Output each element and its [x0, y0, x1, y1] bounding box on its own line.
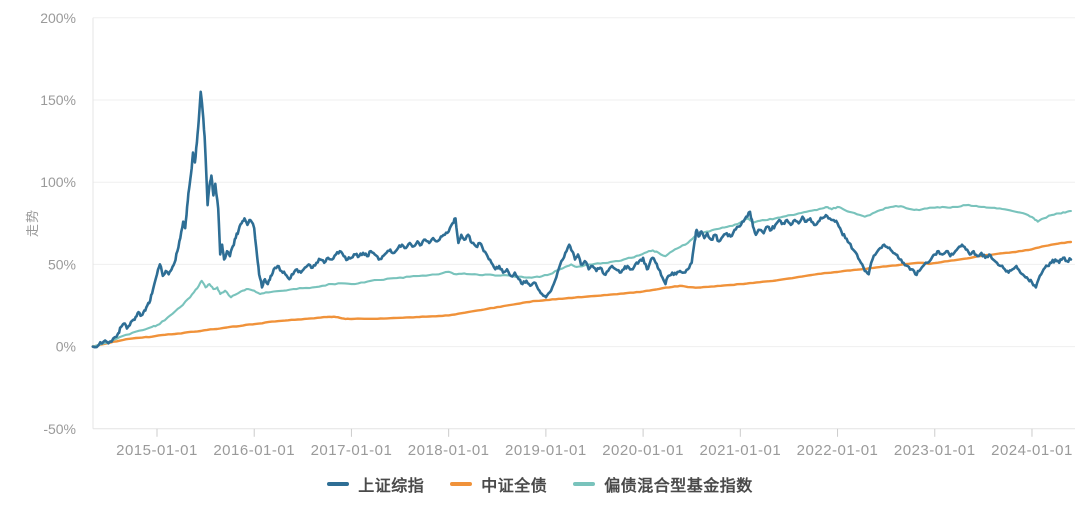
y-tick-label: 100% [40, 174, 76, 190]
x-tick-label: 2015-01-01 [116, 442, 198, 459]
legend-label-csi-all-bond: 中证全债 [481, 478, 548, 495]
legend-item-hybrid-bond-fund-index[interactable]: 偏债混合型基金指数 [573, 472, 753, 496]
x-tick-label: 2022-01-01 [797, 442, 879, 459]
x-tick-label: 2018-01-01 [408, 442, 490, 459]
y-tick-label: 200% [40, 10, 76, 26]
y-tick-label: 0% [56, 339, 76, 355]
series-line-csi-all-bond[interactable] [91, 240, 1073, 348]
legend-label-hybrid-bond-fund-index: 偏债混合型基金指数 [604, 478, 753, 495]
legend-marker-sse-composite-icon [327, 482, 350, 486]
series-line-sse-composite[interactable] [91, 90, 1073, 349]
plot-area[interactable]: 200% 150% 100% 50% 0% -50% 2015-01-01 2016-01-0… [0, 0, 1080, 466]
y-tick-label: 50% [48, 256, 76, 272]
legend-item-csi-all-bond[interactable]: 中证全债 [450, 472, 547, 496]
x-tick-label: 2016-01-01 [213, 442, 295, 459]
y-tick-label: 150% [40, 92, 76, 108]
y-tick-label: -50% [43, 421, 76, 437]
x-tick-label: 2020-01-01 [602, 442, 684, 459]
legend-marker-hybrid-bond-fund-index-icon [573, 482, 596, 486]
legend-label-sse-composite: 上证综指 [358, 478, 425, 495]
x-tick-label: 2017-01-01 [311, 442, 393, 459]
x-tick-label: 2019-01-01 [505, 442, 587, 459]
series-line-hybrid-bond-fund-index[interactable] [91, 203, 1072, 348]
x-tick-label: 2024-01-01 [991, 442, 1073, 459]
legend: 上证综指 中证全债 偏债混合型基金指数 [0, 472, 1080, 496]
legend-item-sse-composite[interactable]: 上证综指 [327, 472, 424, 496]
legend-marker-csi-all-bond-icon [450, 482, 473, 486]
x-tick-label: 2023-01-01 [894, 442, 976, 459]
x-tick-label: 2021-01-01 [699, 442, 781, 459]
